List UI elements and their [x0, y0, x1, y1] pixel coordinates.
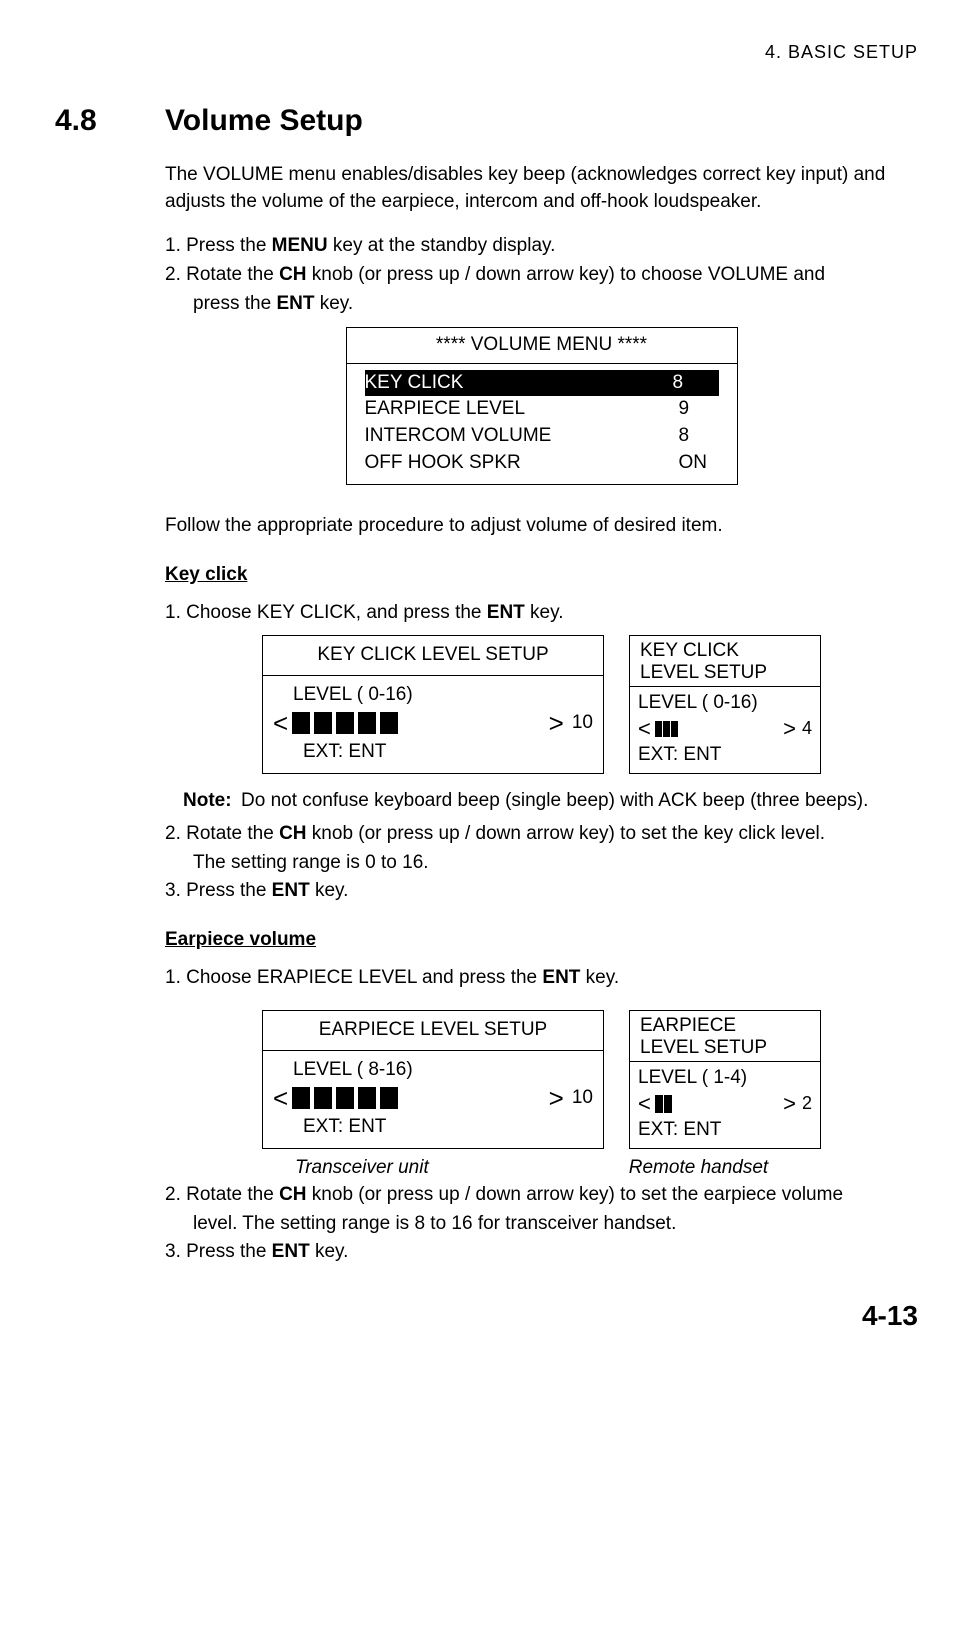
level-block-icon [336, 1087, 354, 1109]
menu-row: KEY CLICK8 [365, 370, 719, 397]
section-number: 4.8 [55, 100, 165, 142]
keyclick-step-1: 1. Choose KEY CLICK, and press the ENT k… [165, 600, 918, 627]
lcd-title: KEY CLICK LEVEL SETUP [630, 636, 820, 687]
left-angle-icon: < [638, 1093, 651, 1115]
chapter-header: 4. BASIC SETUP [55, 40, 918, 65]
page-number: 4-13 [55, 1296, 918, 1335]
menu-row-label: OFF HOOK SPKR [365, 450, 679, 477]
level-block-icon [314, 1087, 332, 1109]
keyclick-step-2-cont: The setting range is 0 to 16. [193, 850, 918, 877]
keyclick-lcd-narrow: KEY CLICK LEVEL SETUP LEVEL ( 0-16) < > … [629, 635, 821, 774]
top-step-2: 2. Rotate the CH knob (or press up / dow… [165, 262, 918, 289]
level-block-icon [292, 1087, 310, 1109]
menu-row: OFF HOOK SPKRON [365, 450, 719, 477]
keyclick-step-2: 2. Rotate the CH knob (or press up / dow… [165, 821, 918, 848]
level-value: 10 [572, 710, 593, 737]
intro-paragraph: The VOLUME menu enables/disables key bee… [165, 162, 918, 215]
menu-row-label: EARPIECE LEVEL [365, 396, 679, 423]
level-value: 10 [572, 1085, 593, 1112]
menu-row-label: INTERCOM VOLUME [365, 423, 679, 450]
right-angle-icon: > [783, 718, 796, 740]
keyclick-note: Note: Do not confuse keyboard beep (sing… [183, 788, 918, 815]
caption-remote: Remote handset [629, 1155, 768, 1182]
level-block-icon [663, 721, 670, 737]
keyclick-lcd-row: KEY CLICK LEVEL SETUP LEVEL ( 0-16) < > … [165, 635, 918, 774]
lcd-title: KEY CLICK LEVEL SETUP [263, 636, 603, 676]
level-label: LEVEL ( 0-16) [638, 691, 812, 716]
earpiece-heading: Earpiece volume [165, 927, 918, 954]
level-label: LEVEL ( 8-16) [293, 1057, 593, 1084]
level-bar: < > 10 [273, 710, 593, 737]
level-value: 4 [802, 717, 812, 740]
lcd-title: EARPIECE LEVEL SETUP [630, 1011, 820, 1062]
right-angle-icon: > [783, 1093, 796, 1115]
menu-row: EARPIECE LEVEL9 [365, 396, 719, 423]
earpiece-lcd-wide: EARPIECE LEVEL SETUP LEVEL ( 8-16) < > 1… [262, 1010, 604, 1149]
keyclick-lcd-wide: KEY CLICK LEVEL SETUP LEVEL ( 0-16) < > … [262, 635, 604, 774]
earpiece-step-2: 2. Rotate the CH knob (or press up / dow… [165, 1182, 918, 1209]
menu-row: INTERCOM VOLUME8 [365, 423, 719, 450]
menu-row-value: ON [679, 450, 719, 477]
level-block-icon [292, 712, 310, 734]
earpiece-step-2-cont: level. The setting range is 8 to 16 for … [193, 1211, 918, 1238]
menu-row-value: 8 [673, 370, 713, 397]
top-step-1: 1. Press the MENU key at the standby dis… [165, 233, 918, 260]
left-angle-icon: < [273, 710, 288, 736]
volume-menu-display: **** VOLUME MENU **** KEY CLICK8EARPIECE… [346, 327, 738, 485]
level-value: 2 [802, 1092, 812, 1115]
level-label: LEVEL ( 0-16) [293, 682, 593, 709]
level-block-icon [358, 1087, 376, 1109]
right-angle-icon: > [549, 710, 564, 736]
section-name: Volume Setup [165, 104, 363, 137]
ext-label: EXT: ENT [638, 1118, 812, 1143]
earpiece-lcd-narrow: EARPIECE LEVEL SETUP LEVEL ( 1-4) < > 2 … [629, 1010, 821, 1149]
level-block-icon [655, 1095, 663, 1113]
level-bar: < > 2 [638, 1092, 812, 1115]
level-block-icon [655, 721, 662, 737]
earpiece-captions: Transceiver unit Remote handset [165, 1155, 918, 1182]
volume-menu-title: **** VOLUME MENU **** [347, 328, 737, 364]
level-label: LEVEL ( 1-4) [638, 1066, 812, 1091]
level-bar: < > 4 [638, 717, 812, 740]
ext-label: EXT: ENT [638, 743, 812, 768]
right-angle-icon: > [549, 1085, 564, 1111]
left-angle-icon: < [273, 1085, 288, 1111]
level-block-icon [664, 1095, 672, 1113]
menu-row-value: 8 [679, 423, 719, 450]
caption-transceiver: Transceiver unit [295, 1155, 429, 1182]
level-block-icon [671, 721, 678, 737]
left-angle-icon: < [638, 718, 651, 740]
earpiece-step-1: 1. Choose ERAPIECE LEVEL and press the E… [165, 965, 918, 992]
menu-row-value: 9 [679, 396, 719, 423]
level-block-icon [380, 1087, 398, 1109]
lcd-title: EARPIECE LEVEL SETUP [263, 1011, 603, 1051]
follow-text: Follow the appropriate procedure to adju… [165, 513, 918, 540]
level-block-icon [314, 712, 332, 734]
level-block-icon [380, 712, 398, 734]
ext-label: EXT: ENT [303, 1114, 593, 1141]
section-title: 4.8Volume Setup [55, 100, 918, 142]
level-block-icon [336, 712, 354, 734]
earpiece-lcd-row: EARPIECE LEVEL SETUP LEVEL ( 8-16) < > 1… [165, 1010, 918, 1149]
ext-label: EXT: ENT [303, 739, 593, 766]
top-step-2-cont: press the ENT key. [193, 291, 918, 318]
level-block-icon [358, 712, 376, 734]
earpiece-step-3: 3. Press the ENT key. [165, 1239, 918, 1266]
level-bar: < > 10 [273, 1085, 593, 1112]
keyclick-heading: Key click [165, 562, 918, 589]
menu-row-label: KEY CLICK [365, 370, 673, 397]
keyclick-step-3: 3. Press the ENT key. [165, 878, 918, 905]
